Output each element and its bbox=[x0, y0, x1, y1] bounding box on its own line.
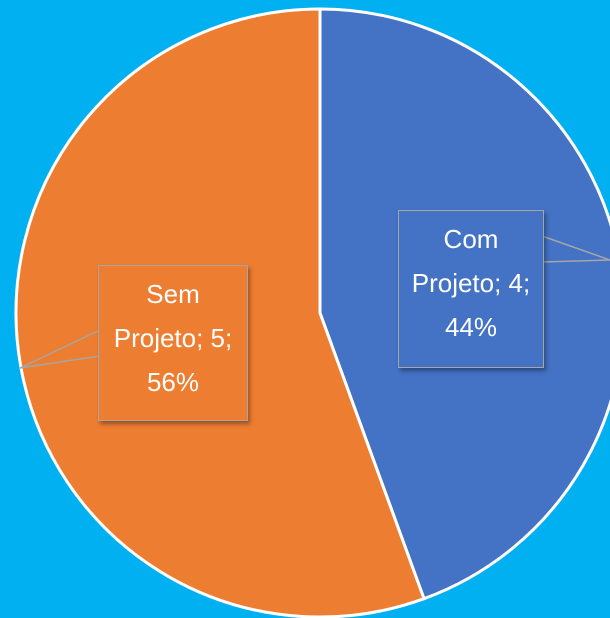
data-label: Com Projeto; 4; 44% bbox=[398, 210, 544, 368]
data-label: Sem Projeto; 5; 56% bbox=[98, 265, 248, 421]
